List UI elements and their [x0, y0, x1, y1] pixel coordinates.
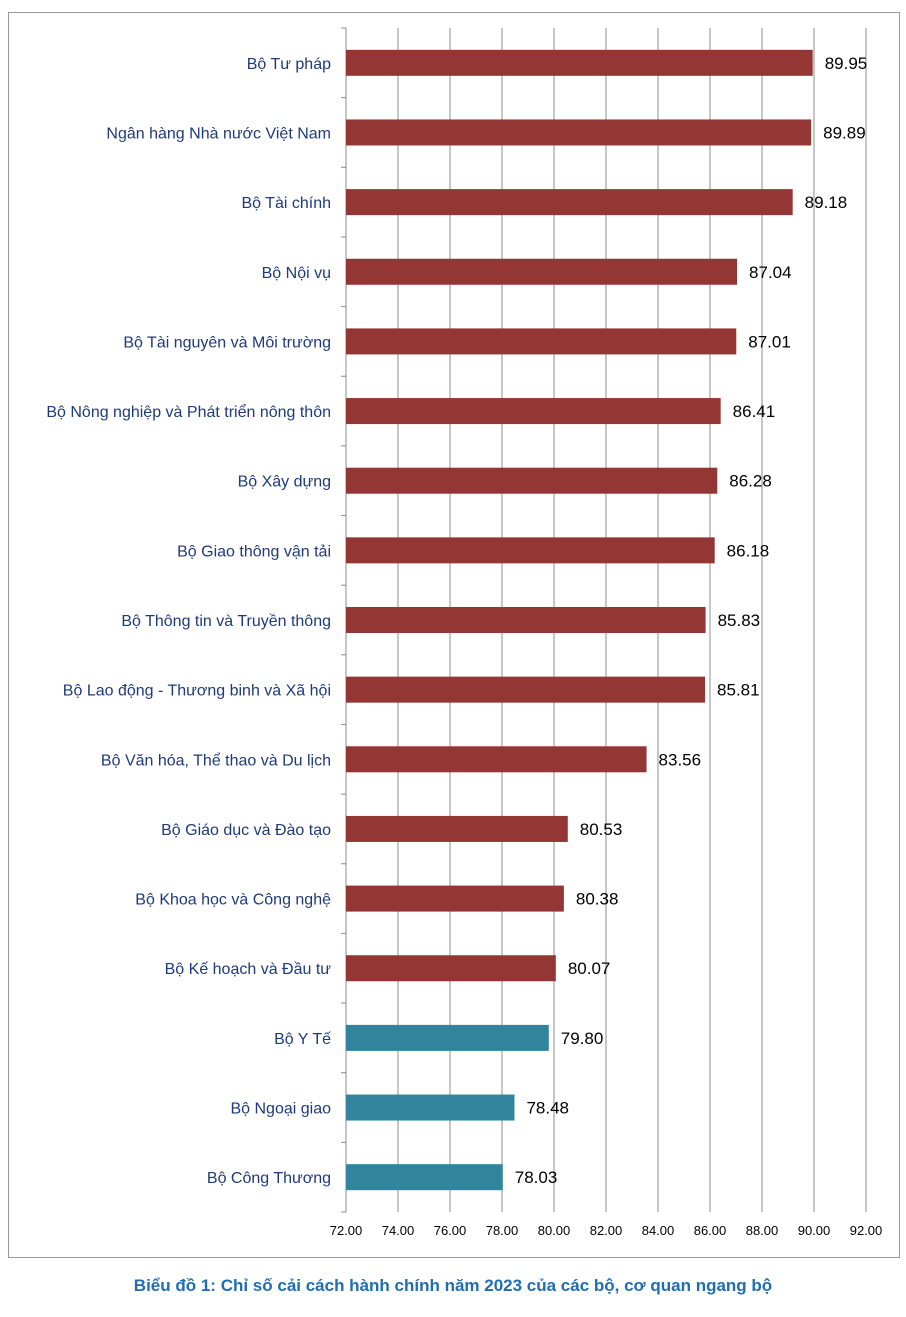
bar: [346, 1094, 515, 1121]
bar: [346, 885, 564, 912]
value-label: 86.18: [727, 541, 770, 560]
x-tick-label: 74.00: [382, 1223, 415, 1238]
x-tick-label: 76.00: [434, 1223, 467, 1238]
category-labels: Bộ Tư pháp Ngân hàng Nhà nước Việt Nam Bộ …: [46, 56, 331, 1187]
category-label: Bộ Tài nguyên và Môi trường: [123, 334, 331, 351]
bar: [346, 676, 706, 703]
category-label: Bộ Nội vụ: [262, 265, 331, 282]
x-tick-label: 80.00: [538, 1223, 571, 1238]
value-label: 80.07: [568, 959, 611, 978]
category-label: Bộ Giao thông vận tải: [177, 543, 331, 560]
bar: [346, 537, 715, 564]
bar: [346, 258, 738, 285]
category-label: Bộ Tài chính: [241, 195, 331, 212]
bar: [346, 119, 812, 146]
bar: [346, 189, 793, 216]
category-label: Bộ Ngoại giao: [230, 1101, 331, 1118]
category-label: Bộ Y Tế: [274, 1031, 331, 1048]
category-label: Bộ Công Thương: [207, 1170, 331, 1187]
value-label: 89.89: [823, 123, 866, 142]
bar: [346, 398, 721, 425]
value-label: 87.01: [748, 332, 791, 351]
bar: [346, 1164, 503, 1191]
value-label: 80.38: [576, 890, 619, 909]
value-label: 89.95: [825, 54, 868, 73]
x-axis-ticks: 72.00 74.00 76.00 78.00 80.00 82.00 84.00 86.00…: [330, 1223, 883, 1238]
chart-caption: Biểu đồ 1: Chỉ số cải cách hành chính nă…: [133, 1276, 773, 1295]
value-label: 78.48: [526, 1099, 569, 1118]
bar: [346, 955, 556, 982]
x-tick-label: 86.00: [694, 1223, 727, 1238]
bar: [346, 815, 568, 842]
value-label: 78.03: [515, 1168, 558, 1187]
category-label: Bộ Kế hoạch và Đầu tư: [165, 961, 332, 978]
grid-lines: [341, 27, 867, 1213]
category-label: Bộ Giáo dục và Đào tạo: [161, 822, 331, 839]
value-label: 85.81: [717, 681, 760, 700]
x-tick-label: 92.00: [850, 1223, 883, 1238]
bar: [346, 746, 647, 773]
category-label: Bộ Khoa học và Công nghệ: [135, 892, 331, 909]
bars: [346, 49, 813, 1191]
bar: [346, 1024, 549, 1051]
category-label: Ngân hàng Nhà nước Việt Nam: [106, 125, 331, 142]
value-label: 83.56: [659, 750, 702, 769]
category-label: Bộ Văn hóa, Thể thao và Du lịch: [101, 751, 331, 769]
x-tick-label: 72.00: [330, 1223, 363, 1238]
category-label: Bộ Tư pháp: [247, 56, 331, 73]
category-label: Bộ Nông nghiệp và Phát triển nông thôn: [46, 403, 331, 421]
x-tick-label: 82.00: [590, 1223, 623, 1238]
value-label: 79.80: [561, 1029, 604, 1048]
value-label: 87.04: [749, 263, 792, 282]
bar: [346, 607, 706, 633]
value-label: 80.53: [580, 820, 623, 839]
x-tick-label: 88.00: [746, 1223, 779, 1238]
bar-chart: Bộ Tư pháp Ngân hàng Nhà nước Việt Nam Bộ …: [46, 27, 883, 1238]
value-labels: 89.95 89.89 89.18 87.04 87.01 86.41 86.28 86.18…: [515, 54, 867, 1187]
x-tick-label: 84.00: [642, 1223, 675, 1238]
x-tick-label: 90.00: [798, 1223, 831, 1238]
category-label: Bộ Thông tin và Truyền thông: [121, 613, 331, 630]
value-label: 89.18: [805, 193, 848, 212]
value-label: 86.28: [729, 472, 772, 491]
value-label: 85.83: [718, 611, 761, 630]
x-tick-label: 78.00: [486, 1223, 519, 1238]
value-label: 86.41: [733, 402, 776, 421]
category-label: Bộ Lao động - Thương binh và Xã hội: [63, 683, 331, 700]
bar: [346, 49, 813, 76]
bar: [346, 328, 737, 355]
bar: [346, 467, 718, 494]
category-label: Bộ Xây dựng: [238, 474, 331, 491]
